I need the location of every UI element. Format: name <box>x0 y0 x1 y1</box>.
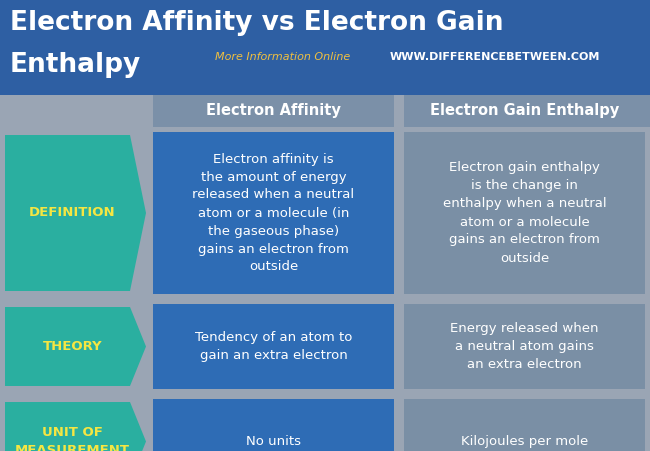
Bar <box>404 95 650 127</box>
Text: Electron Affinity vs Electron Gain: Electron Affinity vs Electron Gain <box>10 10 504 36</box>
Bar <box>404 399 645 451</box>
Bar <box>404 304 645 389</box>
Bar <box>0 0 650 95</box>
Text: Energy released when
a neutral atom gains
an extra electron: Energy released when a neutral atom gain… <box>450 322 599 371</box>
Text: Electron gain enthalpy
is the change in
enthalpy when a neutral
atom or a molecu: Electron gain enthalpy is the change in … <box>443 161 606 264</box>
Text: More Information Online: More Information Online <box>215 52 350 62</box>
Text: No units: No units <box>246 435 301 448</box>
Bar <box>153 304 394 389</box>
Polygon shape <box>5 402 146 451</box>
Text: Electron Gain Enthalpy: Electron Gain Enthalpy <box>430 103 619 119</box>
Text: THEORY: THEORY <box>43 340 102 353</box>
Text: DEFINITION: DEFINITION <box>29 207 116 220</box>
Text: Electron affinity is
the amount of energy
released when a neutral
atom or a mole: Electron affinity is the amount of energ… <box>192 152 354 273</box>
Bar <box>404 132 645 294</box>
Bar <box>153 95 394 127</box>
Bar <box>153 132 394 294</box>
Text: Tendency of an atom to
gain an extra electron: Tendency of an atom to gain an extra ele… <box>195 331 352 362</box>
Text: UNIT OF
MEASUREMENT: UNIT OF MEASUREMENT <box>15 427 130 451</box>
Text: WWW.DIFFERENCEBETWEEN.COM: WWW.DIFFERENCEBETWEEN.COM <box>390 52 601 62</box>
Polygon shape <box>5 307 146 386</box>
Text: Kilojoules per mole: Kilojoules per mole <box>461 435 588 448</box>
Text: Enthalpy: Enthalpy <box>10 52 141 78</box>
Text: Electron Affinity: Electron Affinity <box>206 103 341 119</box>
Polygon shape <box>5 135 146 291</box>
Bar <box>153 399 394 451</box>
